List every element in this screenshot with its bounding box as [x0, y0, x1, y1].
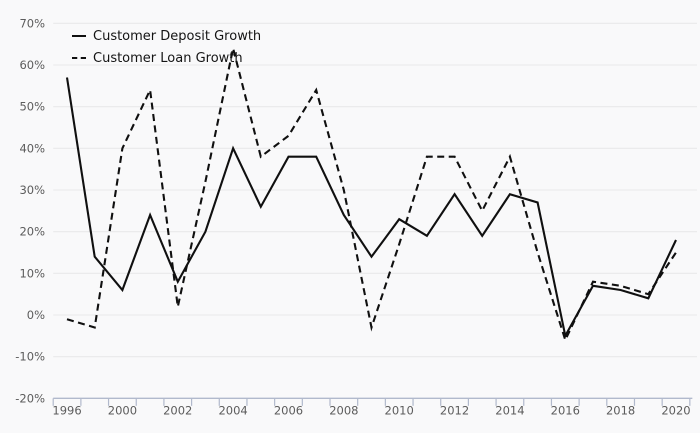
- x-tick-label: 2018: [606, 404, 635, 418]
- x-tick-label: 2020: [661, 404, 690, 418]
- gridlines: [53, 22, 697, 358]
- y-tick-label: -20%: [15, 391, 45, 405]
- solid-line-swatch-icon: [72, 35, 86, 37]
- y-tick-label: 30%: [19, 183, 45, 197]
- x-tick-label: 2016: [551, 404, 580, 418]
- x-tick-label: 2014: [495, 404, 524, 418]
- x-tick-label: 2002: [163, 404, 192, 418]
- x-tick-label: 2006: [274, 404, 303, 418]
- legend-label-deposit-growth: Customer Deposit Growth: [93, 28, 262, 44]
- legend-label-loan-growth: Customer Loan Growth: [93, 50, 243, 66]
- y-tick-label: -10%: [15, 350, 45, 364]
- y-axis-labels: 70% 60% 50% 40% 30% 20% 10% 0% -10% -20%: [15, 16, 45, 405]
- x-tick-label: 2004: [218, 404, 247, 418]
- legend-item-deposit-growth: Customer Deposit Growth: [72, 27, 261, 45]
- x-axis-labels: 1996 2000 2002 2004 2006 2008 2010 2012 2014 2016…: [52, 404, 690, 418]
- x-tick-label: 2012: [440, 404, 469, 418]
- loan-growth-line: [66, 48, 677, 343]
- legend-item-loan-growth: Customer Loan Growth: [72, 49, 261, 67]
- x-axis: [52, 397, 693, 406]
- legend: Customer Deposit Growth Customer Loan Gr…: [72, 27, 261, 67]
- dashed-line-swatch-icon: [72, 57, 86, 59]
- deposit-growth-line: [65, 77, 677, 339]
- y-tick-label: 60%: [19, 58, 45, 72]
- x-tick-label: 1996: [52, 404, 81, 418]
- x-tick-label: 2008: [329, 404, 358, 418]
- y-tick-label: 40%: [19, 141, 45, 155]
- x-tick-label: 2010: [385, 404, 414, 418]
- y-tick-label: 10%: [19, 266, 45, 280]
- y-tick-label: 0%: [27, 308, 45, 322]
- y-tick-label: 20%: [19, 225, 45, 239]
- x-tick-label: 2000: [108, 404, 137, 418]
- y-tick-label: 50%: [19, 100, 45, 114]
- y-tick-label: 70%: [19, 16, 45, 30]
